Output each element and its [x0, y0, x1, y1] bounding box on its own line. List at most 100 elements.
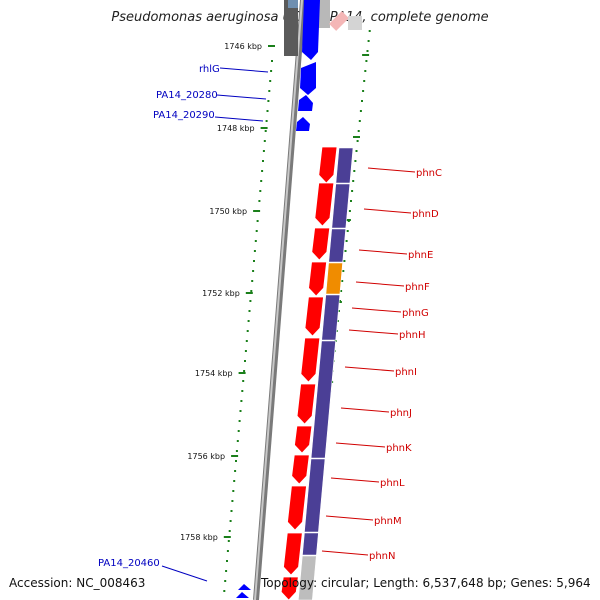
reverse-gene-arrow [308, 261, 328, 297]
ruler-dot-left [249, 300, 252, 302]
label-leader-line [367, 167, 416, 173]
top-feature-pink [329, 11, 349, 31]
ruler-dot-left [253, 250, 256, 252]
ruler-dot-left [227, 540, 230, 542]
label-leader-line [335, 442, 386, 448]
ruler-dot-left [264, 130, 267, 132]
reverse-gene-arrow [291, 454, 310, 485]
ruler-dot-right [342, 270, 345, 272]
kbp-ticks: 1746 kbp 1748 kbp 1750 kbp 1752 kbp 1754 kbp… [180, 42, 370, 547]
top-feature-grey-3 [348, 16, 362, 30]
kbp-tick-mark [231, 455, 239, 457]
gene-label-phni[interactable]: phnI [395, 367, 417, 378]
forward-gene-pa14-20460-b [236, 592, 249, 598]
ruler-dot-left [244, 360, 246, 362]
ruler-dot-left [248, 310, 251, 312]
ruler-dot-left [260, 180, 263, 182]
label-leader-line [340, 407, 390, 413]
ruler-dot-right [366, 50, 369, 52]
ruler-dot-right [343, 260, 346, 262]
top-feature-light [318, 0, 330, 28]
ruler-dot-left [262, 150, 265, 152]
kbp-tick-mark-right [353, 136, 360, 138]
label-leader-line [363, 208, 412, 214]
gene-label-phnm[interactable]: phnM [374, 516, 402, 527]
label-pa14-20280[interactable]: PA14_20280 [156, 90, 218, 101]
ruler-dot-left [225, 570, 228, 572]
ruler-dot-right [367, 40, 370, 42]
ruler-dot-right [361, 100, 363, 102]
genome-backbone-highlight [254, 0, 303, 600]
genome-summary-text: Topology: circular; Length: 6,537,648 bp… [261, 576, 591, 590]
kbp-tick-mark [253, 210, 261, 212]
ruler-dot-left [261, 170, 264, 172]
ruler-dot-left [252, 270, 255, 272]
label-leader-line [321, 550, 369, 556]
forward-gene-rhlG [300, 62, 316, 95]
label-pa14-20290[interactable]: PA14_20290 [153, 110, 215, 121]
ruler-dot-right [351, 190, 354, 192]
ruler-dot-left [235, 460, 237, 462]
ruler-dot-left [230, 510, 233, 512]
ruler-dot-left [263, 140, 266, 142]
ruler-dot-left [245, 340, 248, 342]
gene-label-phnf[interactable]: phnF [405, 282, 430, 293]
gene-label-phnd[interactable]: phnD [412, 209, 439, 220]
reverse-gene-arrow [296, 383, 317, 425]
ruler-dot-right [355, 150, 358, 152]
ruler-dot-right [341, 280, 344, 282]
ruler-dot-right [336, 320, 339, 322]
ruler-dot-left [258, 200, 261, 202]
gene-label-phnl[interactable]: phnL [380, 478, 405, 489]
ruler-dot-left [267, 100, 270, 102]
ruler-dot-left [270, 70, 273, 72]
ruler-dot-left [236, 440, 239, 442]
ruler-dot-right [357, 130, 360, 132]
gene-label-phng[interactable]: phnG [402, 308, 429, 319]
reverse-gene-arrow [318, 146, 338, 184]
gene-label-phnj[interactable]: phnJ [390, 408, 412, 419]
ruler-dot-right [364, 70, 367, 72]
gene-label-phnk[interactable]: phnK [386, 443, 412, 454]
reverse-gene-column [280, 146, 338, 600]
ruler-dot-left [223, 590, 226, 592]
ruler-dot-left [253, 260, 255, 262]
ruler-dot-left [243, 370, 246, 372]
forward-gene-1 [302, 0, 320, 60]
accession-text: Accession: NC_008463 [9, 576, 146, 590]
operon-band-segment [325, 262, 343, 295]
kbp-tick-mark [238, 372, 246, 374]
kbp-tick-label: 1750 kbp [209, 207, 247, 216]
gene-label-phnh[interactable]: phnH [399, 330, 426, 341]
ruler-dot-left [231, 500, 234, 502]
ruler-dot-right [358, 120, 361, 122]
ruler-dot-left [271, 60, 273, 62]
kbp-tick-mark-right [343, 219, 351, 221]
label-leader-line [330, 477, 380, 483]
ruler-dot-right [353, 170, 356, 172]
forward-gene-pa14-20460 [238, 584, 251, 590]
operon-band-segment [310, 340, 336, 459]
label-pa14-20460[interactable]: PA14_20460 [98, 558, 160, 569]
label-rhlG[interactable]: rhlG [199, 64, 220, 75]
ruler-dot-left [259, 190, 262, 192]
kbp-tick-label: 1752 kbp [202, 289, 240, 298]
gene-label-phne[interactable]: phnE [408, 250, 433, 261]
ruler-dot-right [363, 80, 366, 82]
gene-label-phnn[interactable]: phnN [369, 551, 396, 562]
ruler-dot-right [348, 210, 351, 212]
top-feature-grey-1 [284, 0, 298, 56]
operon-band-segment [331, 183, 351, 229]
operon-band [297, 147, 354, 600]
top-feature-grey-2 [288, 0, 298, 8]
ruler-dot-right [346, 230, 349, 232]
ruler-dot-left [265, 120, 268, 122]
ruler-dot-left [235, 450, 238, 452]
ruler-dot-left [233, 480, 236, 482]
kbp-tick-label: 1754 kbp [195, 369, 233, 378]
ruler-dot-right [337, 310, 340, 312]
label-leader-line [355, 281, 405, 287]
gene-label-phnc[interactable]: phnC [416, 168, 442, 179]
kbp-tick-label: 1758 kbp [180, 533, 218, 542]
ruler-dot-right [340, 290, 343, 292]
